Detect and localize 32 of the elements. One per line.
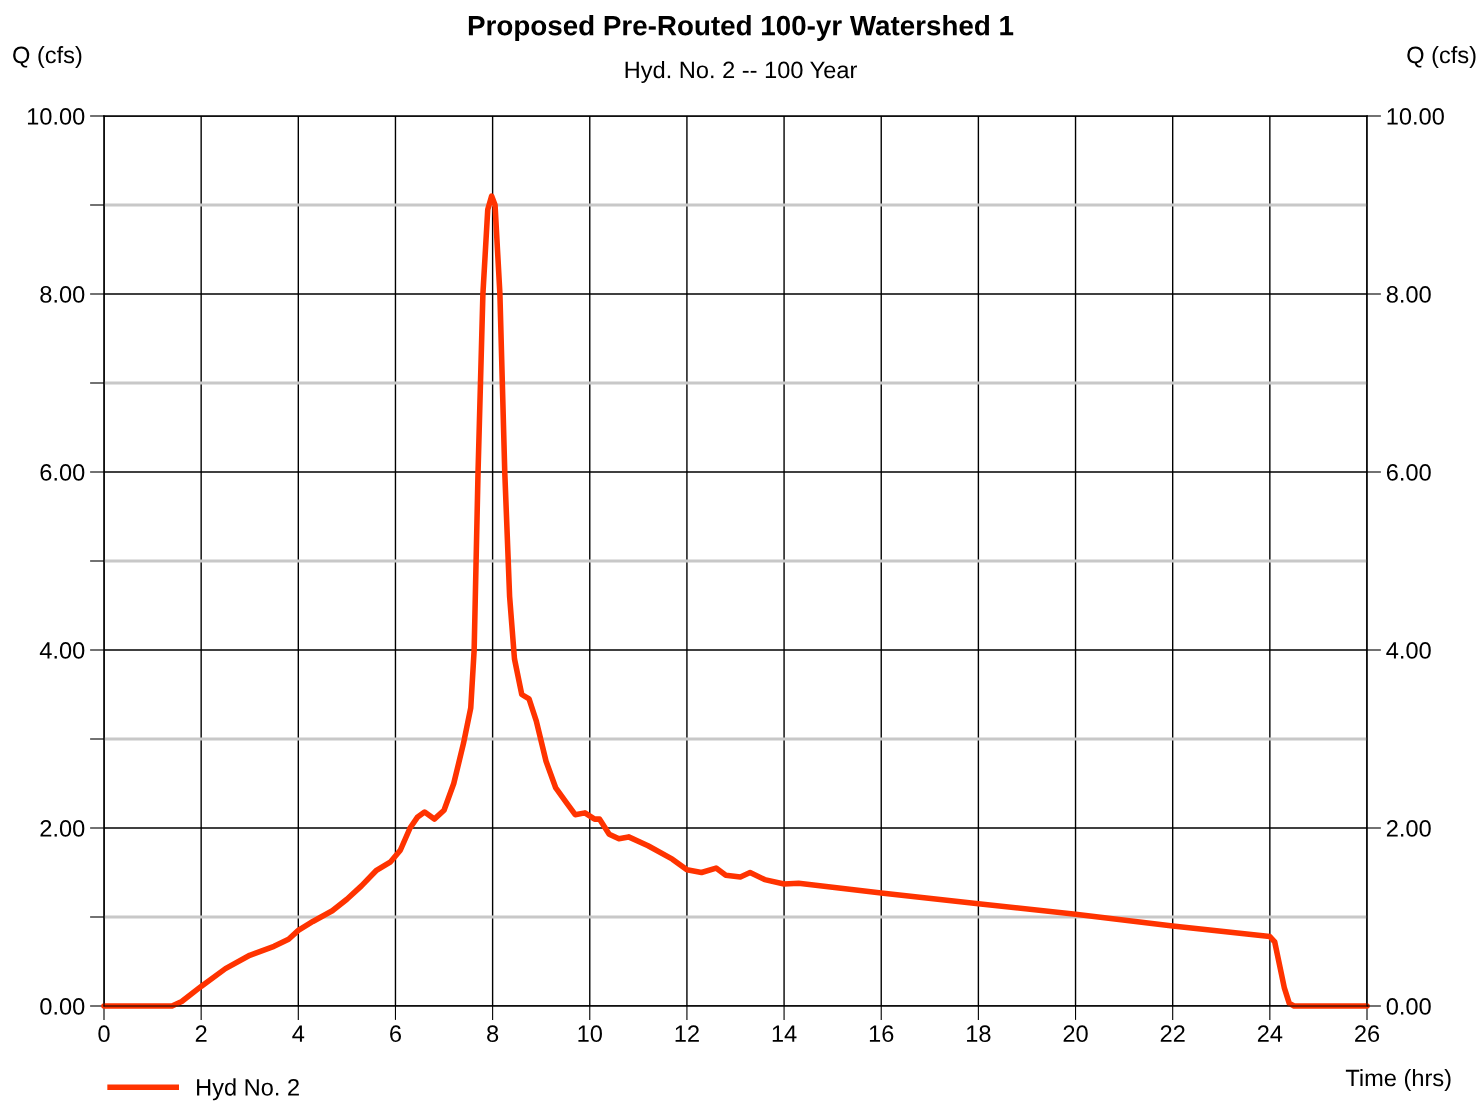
legend-label: Hyd No. 2	[197, 1078, 299, 1101]
x-tick-label: 26	[1355, 1025, 1380, 1043]
x-tick-label: 10	[578, 1025, 602, 1043]
y2-tick-label: 10.00	[1387, 108, 1444, 125]
x-tick-label: 12	[675, 1025, 699, 1042]
x-tick-label: 4	[292, 1025, 305, 1042]
x-tick-label: 16	[869, 1025, 894, 1043]
y-tick-label: 0.00	[40, 998, 85, 1015]
y-tick-label: 8.00	[40, 286, 85, 303]
x-tick-label: 6	[390, 1025, 401, 1043]
x-tick-label: 24	[1257, 1025, 1283, 1042]
y2-tick-label: 4.00	[1386, 642, 1431, 659]
y-tick-label: 6.00	[40, 464, 85, 481]
x-tick-label: 0	[98, 1025, 110, 1043]
y2-tick-label: 2.00	[1386, 820, 1431, 837]
y-tick-label: 4.00	[39, 642, 85, 659]
y2-axis-title: Q (cfs)	[1407, 46, 1476, 68]
y-tick-label: 2.00	[40, 820, 85, 837]
y-tick-label: 10.00	[27, 108, 85, 125]
x-axis-title: Time (hrs)	[1345, 1068, 1451, 1091]
chart-title: Proposed Pre-Routed 100-yr Watershed 1	[468, 15, 1014, 41]
x-tick-label: 2	[195, 1025, 207, 1042]
x-tick-label: 18	[967, 1025, 991, 1043]
chart-subtitle: Hyd. No. 2 -- 100 Year	[625, 61, 857, 83]
x-tick-label: 20	[1063, 1025, 1088, 1043]
y2-tick-label: 6.00	[1386, 464, 1431, 481]
x-tick-label: 14	[772, 1025, 797, 1042]
y-axis-title: Q (cfs)	[13, 46, 82, 68]
x-tick-label: 22	[1160, 1025, 1185, 1042]
x-tick-label: 8	[487, 1025, 499, 1043]
y2-tick-label: 0.00	[1386, 998, 1431, 1015]
y2-tick-label: 8.00	[1386, 286, 1431, 303]
